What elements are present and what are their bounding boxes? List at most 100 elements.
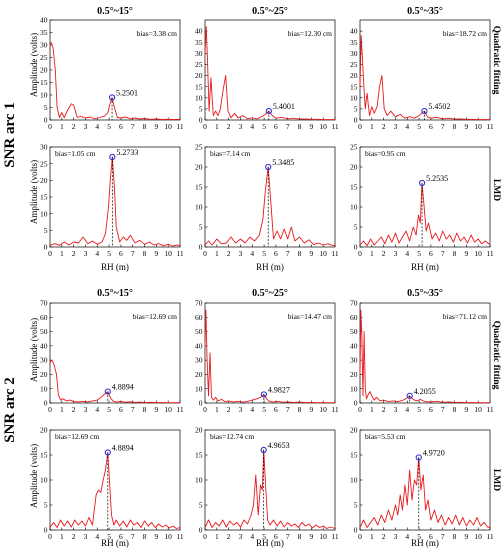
peak-label: 4.8894 — [112, 444, 134, 453]
x-tick-label: 2 — [227, 532, 231, 541]
x-tick-label: 10 — [319, 249, 327, 258]
x-tick-label: 9 — [464, 532, 468, 541]
spectrum-line — [359, 182, 491, 247]
x-tick-label: 7 — [286, 532, 290, 541]
bias-label: bias=12.74 cm — [210, 432, 254, 441]
y-tick-label: 35 — [40, 28, 48, 37]
peak-label: 5.3485 — [272, 158, 294, 167]
x-tick-label: 10 — [474, 405, 482, 414]
x-tick-label: 8 — [143, 405, 147, 414]
x-tick-label: 4 — [250, 405, 254, 414]
x-tick-label: 0 — [203, 532, 207, 541]
x-tick-label: 11 — [176, 405, 183, 414]
x-tick-label: 5 — [107, 405, 111, 414]
x-tick-label: 9 — [154, 405, 158, 414]
x-tick-label: 4 — [250, 122, 254, 131]
x-tick-label: 4 — [95, 249, 99, 258]
x-tick-label: 6 — [429, 405, 433, 414]
x-tick-label: 11 — [486, 122, 493, 131]
y-tick-label: 20 — [350, 370, 358, 379]
y-tick-label: 20 — [195, 426, 203, 435]
y-tick-label: 20 — [40, 66, 48, 75]
peak-label: 5.4502 — [428, 102, 450, 111]
y-tick-label: 20 — [350, 71, 358, 80]
x-tick-label: 8 — [143, 122, 147, 131]
x-tick-label: 4 — [405, 532, 409, 541]
bias-label: bias=0.95 cm — [365, 149, 406, 158]
x-tick-label: 5 — [417, 405, 421, 414]
y-tick-label: 15 — [350, 183, 358, 192]
peak-marker — [260, 446, 267, 454]
x-tick-label: 11 — [486, 405, 493, 414]
x-tick-label: 1 — [60, 532, 64, 541]
panel-4: 0 1 2 3 4 5 6 7 8 9 10 110510152025305.2733bias=1.0… — [40, 143, 184, 258]
peak-marker — [415, 454, 422, 461]
peak-marker — [104, 449, 111, 456]
y-tick-label: 25 — [40, 53, 48, 62]
x-tick-label: 2 — [382, 249, 386, 258]
x-tick-label: 10 — [164, 249, 172, 258]
y-tick-label: 30 — [40, 356, 48, 365]
x-tick-label: 7 — [441, 405, 445, 414]
peak-label: 5.2535 — [426, 174, 448, 183]
spectrum-line — [49, 359, 180, 404]
spectrum-line — [359, 457, 491, 528]
x-tick-label: 3 — [84, 532, 88, 541]
peak-label: 4.2055 — [414, 387, 436, 396]
y-tick-label: 25 — [195, 143, 203, 152]
y-tick-label: 5 — [199, 501, 203, 510]
x-tick-label: 4 — [95, 122, 99, 131]
x-tick-label: 2 — [227, 122, 231, 131]
x-tick-label: 6 — [429, 122, 433, 131]
y-tick-label: 50 — [40, 327, 48, 336]
peak-marker — [104, 388, 111, 395]
y-tick-label: 0 — [199, 399, 203, 408]
x-tick-label: 8 — [453, 532, 457, 541]
x-tick-label: 3 — [394, 122, 398, 131]
x-tick-label: 8 — [143, 249, 147, 258]
arc-label-2: SNR arc 2 — [2, 377, 18, 443]
y-tick-label: 0 — [199, 526, 203, 535]
x-tick-label: 1 — [60, 122, 64, 131]
x-tick-label: 10 — [474, 249, 482, 258]
x-tick-label: 8 — [298, 532, 302, 541]
x-tick-label: 4 — [405, 122, 409, 131]
x-tick-label: 2 — [72, 122, 76, 131]
x-tick-label: 9 — [309, 532, 313, 541]
bias-label: bias=12.69 cm — [133, 312, 177, 321]
y-tick-label: 5 — [354, 501, 358, 510]
y-tick-label: 10 — [350, 476, 358, 485]
x-tick-label: 9 — [464, 249, 468, 258]
y-tick-label: 0 — [354, 243, 358, 252]
y-tick-label: 0 — [199, 243, 203, 252]
method-labels: Quadratic fitting LMD Quadratic fitting … — [491, 26, 501, 492]
x-tick-label: 9 — [464, 122, 468, 131]
y-label-row4: Amplitude (volts) — [29, 444, 39, 508]
x-tick-label: 2 — [227, 249, 231, 258]
x-tick-label: 10 — [164, 532, 172, 541]
x-tick-label: 7 — [131, 532, 135, 541]
x-tick-label: 10 — [319, 405, 327, 414]
x-label-arc2-col2: RH (m) — [256, 538, 284, 548]
y-tick-label: 20 — [195, 370, 203, 379]
y-tick-label: 5 — [44, 226, 48, 235]
x-tick-label: 2 — [72, 532, 76, 541]
bias-label: bias=7.14 cm — [210, 149, 251, 158]
peak-marker — [421, 108, 428, 115]
y-tick-label: 40 — [40, 341, 48, 350]
x-tick-label: 10 — [164, 122, 172, 131]
x-tick-label: 11 — [176, 122, 183, 131]
y-tick-label: 10 — [40, 384, 48, 393]
x-tick-label: 9 — [309, 249, 313, 258]
y-tick-label: 0 — [44, 399, 48, 408]
y-tick-label: 30 — [40, 41, 48, 50]
x-tick-label: 6 — [429, 532, 433, 541]
x-tick-label: 0 — [358, 122, 362, 131]
y-tick-label: 60 — [350, 313, 358, 322]
y-tick-label: 10 — [195, 203, 203, 212]
x-tick-label: 8 — [453, 249, 457, 258]
y-tick-label: 25 — [40, 159, 48, 168]
x-tick-label: 1 — [215, 249, 219, 258]
